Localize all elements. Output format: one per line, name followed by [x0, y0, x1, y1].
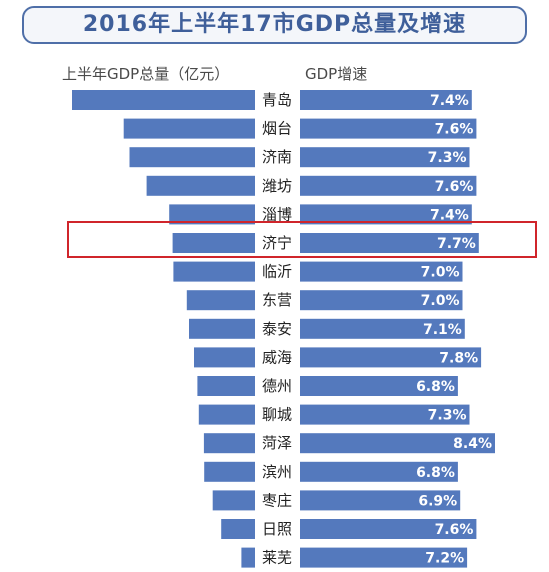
growth-value-label: 7.8% [439, 350, 478, 366]
growth-value-label: 7.1% [423, 322, 462, 338]
growth-bar [300, 261, 463, 282]
growth-bar [300, 204, 472, 225]
growth-value-label: 7.7% [437, 236, 476, 252]
growth-bar [300, 490, 461, 511]
gdp-bar [72, 90, 255, 110]
gdp-bar [194, 347, 255, 368]
gdp-bar [169, 204, 255, 225]
city-label: 淄博 [262, 205, 292, 223]
gdp-bar [241, 547, 255, 568]
growth-value-label: 7.4% [430, 207, 469, 223]
gdp-value-label: 1629.3 [12, 322, 66, 338]
city-label: 东营 [262, 291, 292, 309]
growth-value-label: 8.4% [453, 436, 492, 452]
gdp-value-label: 2015.8 [12, 265, 66, 281]
growth-value-label: 6.9% [418, 493, 457, 509]
gdp-value-label: 1683.69 [12, 293, 76, 309]
growth-value-label: 7.6% [435, 522, 474, 538]
gdp-value-label: 3100.15 [12, 150, 76, 166]
gdp-bar [129, 147, 255, 168]
gdp-column-header: 上半年GDP总量（亿元） [62, 65, 230, 83]
gdp-value-label: 1045.04 [12, 493, 76, 509]
growth-value-label: 6.8% [416, 379, 455, 395]
gdp-value-label: 4520.3 [12, 93, 66, 109]
growth-column-header: GDP增速 [305, 65, 368, 83]
growth-bar [300, 376, 458, 396]
city-label: 青岛 [262, 91, 292, 109]
gdp-value-label: 2118.94 [12, 207, 76, 223]
growth-bar [300, 461, 458, 482]
city-label: 威海 [262, 348, 292, 366]
gdp-bar [212, 490, 255, 511]
growth-value-label: 7.6% [435, 179, 474, 195]
city-label: 潍坊 [262, 177, 292, 195]
gdp-bar [204, 461, 255, 482]
growth-value-label: 7.0% [421, 293, 460, 309]
growth-bar [300, 404, 470, 425]
gdp-bar [123, 118, 255, 139]
growth-value-label: 7.4% [430, 93, 469, 109]
city-label: 济宁 [262, 234, 292, 252]
gdp-value-label: 1422.19 [12, 379, 76, 395]
gdp-value-label: 2035.09 [12, 236, 76, 252]
gdp-value-label: 3242.69 [12, 122, 76, 138]
growth-value-label: 7.2% [425, 551, 464, 567]
title-banner: 2016年上半年17市GDP总量及增速 [22, 6, 527, 44]
gdp-value-label: 2676.8 [12, 179, 66, 195]
city-label: 日照 [262, 520, 292, 538]
growth-bar [300, 318, 465, 339]
growth-bar [300, 147, 470, 168]
gdp-value-label: 833.7 [12, 522, 56, 538]
gdp-value-label: 1389.2 [12, 408, 66, 424]
gdp-value-label: 1263.08 [12, 436, 76, 452]
city-label: 泰安 [262, 320, 292, 338]
city-label: 聊城 [262, 406, 292, 424]
city-label: 德州 [262, 377, 292, 395]
gdp-bar [203, 433, 255, 454]
growth-bar [300, 90, 472, 110]
growth-bar [300, 519, 477, 539]
city-label: 济南 [262, 148, 292, 166]
growth-bar [300, 175, 477, 196]
city-label: 枣庄 [262, 491, 292, 509]
gdp-value-label: 335.26 [12, 551, 66, 567]
growth-value-label: 6.8% [416, 465, 455, 481]
growth-bar [300, 290, 463, 311]
city-label: 临沂 [262, 263, 292, 281]
growth-value-label: 7.0% [421, 265, 460, 281]
gdp-value-label: 1255.77 [12, 465, 76, 481]
gdp-bar [172, 233, 255, 253]
gdp-bar [198, 404, 255, 425]
city-label: 莱芜 [262, 549, 292, 567]
gdp-bar [173, 261, 255, 282]
growth-bar [300, 347, 482, 368]
growth-bar [300, 118, 477, 139]
gdp-bar [197, 376, 255, 396]
city-label: 菏泽 [262, 434, 292, 452]
gdp-bar [189, 318, 255, 339]
growth-value-label: 7.3% [428, 408, 467, 424]
growth-bar [300, 547, 468, 568]
growth-bar [300, 233, 479, 253]
city-label: 烟台 [262, 120, 292, 138]
growth-value-label: 7.3% [428, 150, 467, 166]
city-label: 滨州 [262, 463, 292, 481]
gdp-bar [186, 290, 255, 311]
highlight-box [67, 221, 537, 258]
chart-title: 2016年上半年17市GDP总量及增速 [82, 12, 467, 37]
gdp-value-label: 1506.36 [12, 350, 76, 366]
gdp-bar [221, 519, 255, 539]
growth-bar [300, 433, 495, 454]
growth-value-label: 7.6% [435, 122, 474, 138]
gdp-bar [146, 175, 255, 196]
